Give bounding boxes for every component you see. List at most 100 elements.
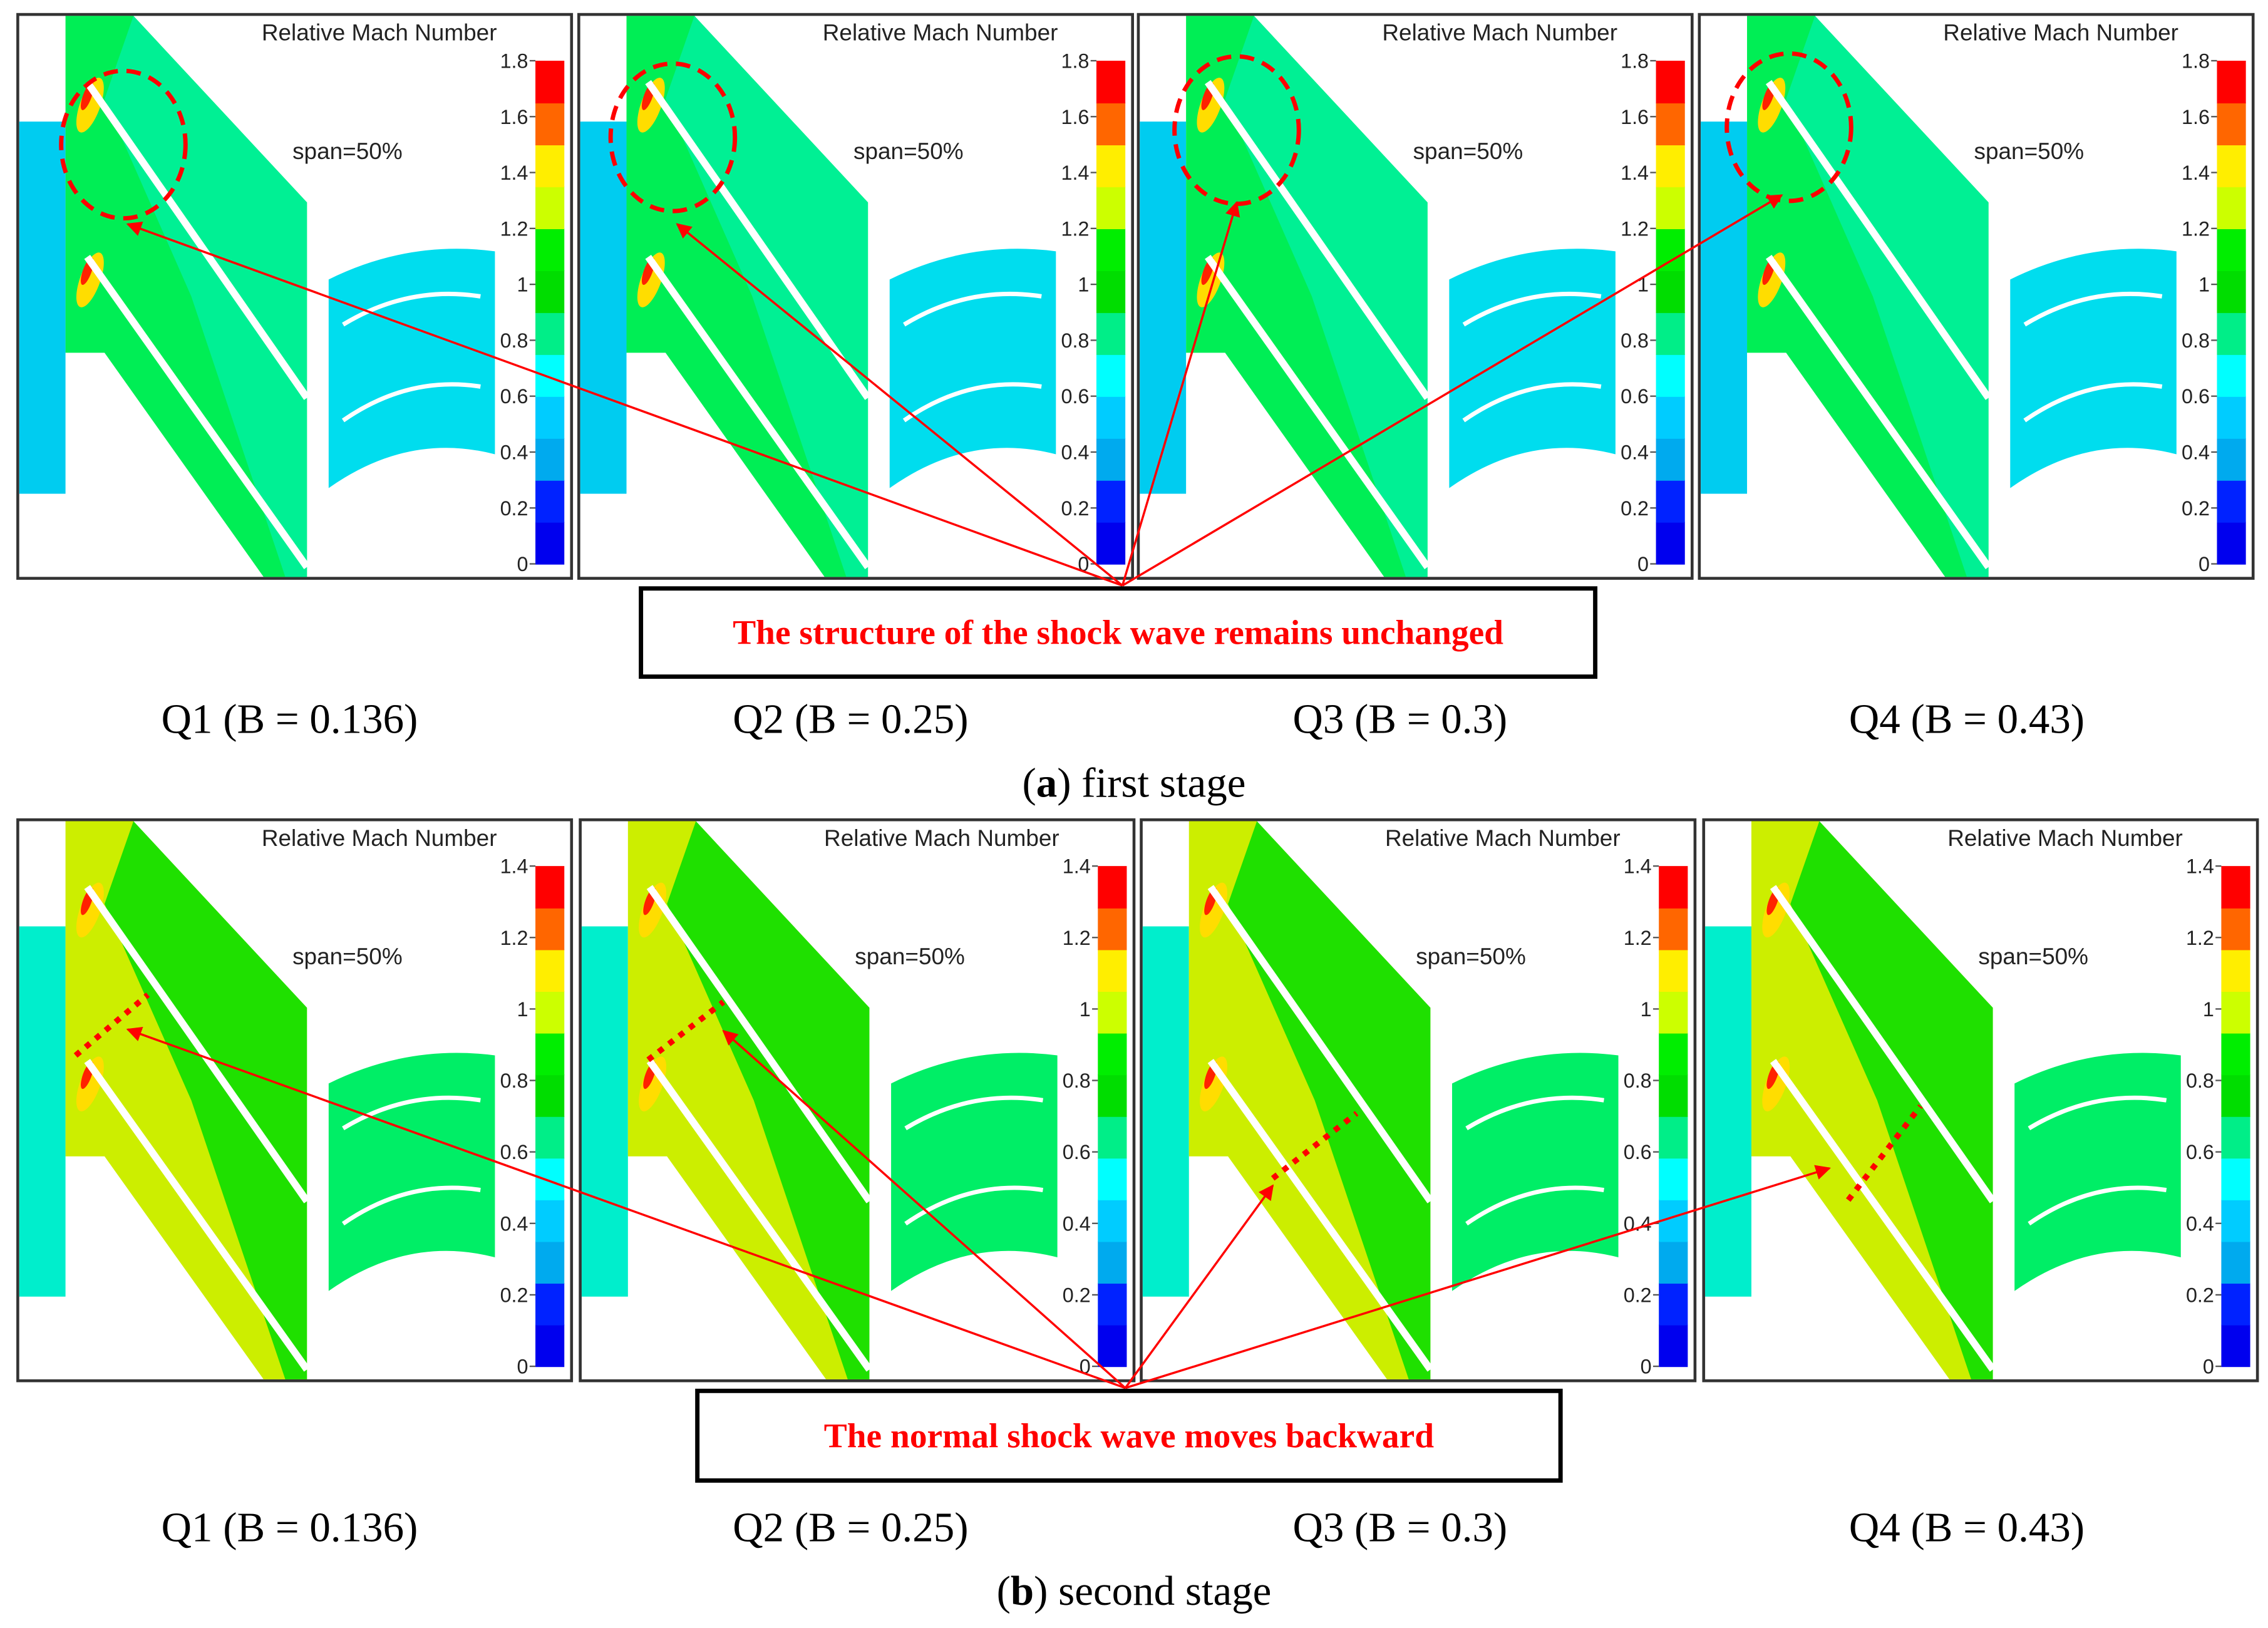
colorbar-tick-label: 0.6 xyxy=(1061,385,1089,408)
rotor-blade xyxy=(84,1059,310,1372)
colorbar-tick-label: 0.2 xyxy=(1061,497,1089,520)
colorbar-tick-label: 1.2 xyxy=(1063,927,1091,949)
rotor-passage-shade xyxy=(104,16,307,577)
colorbar-title: Relative Mach Number xyxy=(262,20,497,46)
normal-shock-dotted-line xyxy=(646,999,726,1063)
colorbar-band xyxy=(2217,480,2246,523)
colorbar-band xyxy=(2221,1282,2250,1326)
annotation-arrow xyxy=(126,1027,1126,1389)
colorbar-band xyxy=(2221,991,2250,1034)
colorbar-tick-label: 1.4 xyxy=(1621,162,1649,184)
colorbar-band xyxy=(1096,144,1126,188)
inlet-region xyxy=(581,926,628,1297)
colorbar-band xyxy=(535,991,565,1034)
colorbar-tick-label: 0 xyxy=(2203,1356,2214,1378)
colorbar-tick-label: 0.4 xyxy=(1061,441,1089,464)
colorbar-band xyxy=(1656,144,1685,188)
caption-letter: a xyxy=(1036,760,1057,806)
colorbar-tick-label: 1.8 xyxy=(1621,50,1649,73)
colorbar-band xyxy=(2221,1324,2250,1368)
rotor-blade xyxy=(84,885,310,1203)
normal-shock-dotted-line xyxy=(73,992,150,1058)
colorbar-tick-label: 1.4 xyxy=(2186,855,2214,878)
colorbar-tick-label: 1 xyxy=(1078,274,1089,296)
colorbar-band xyxy=(1098,1033,1127,1076)
colorbar-band xyxy=(1098,866,1127,909)
colorbar-tick-label: 1.4 xyxy=(1624,855,1652,878)
shock-region-circle xyxy=(59,68,188,221)
colorbar-band xyxy=(2217,312,2246,355)
stator-blade xyxy=(341,382,481,423)
colorbar-band xyxy=(1096,270,1126,313)
annotation-arrow xyxy=(1121,200,1240,586)
callout-text: The normal shock wave moves backward xyxy=(824,1416,1434,1455)
rotor-blade xyxy=(1770,885,1996,1203)
colorbar-band xyxy=(1656,480,1685,523)
colorbar-band xyxy=(1098,1116,1127,1159)
stator-blade xyxy=(2028,1095,2167,1130)
panel-caption: Q3 (B = 0.3) xyxy=(1292,1504,1507,1550)
colorbar-band xyxy=(1098,1158,1127,1200)
rotor-passage-shade xyxy=(1790,821,1993,1379)
rotor-blade xyxy=(1770,1059,1996,1372)
colorbar-tick-label: 1.2 xyxy=(500,217,528,240)
rotor-passage-shade xyxy=(1228,821,1431,1379)
colorbar-tick-label: 0.6 xyxy=(500,385,528,408)
colorbar-tick-label: 0.4 xyxy=(2186,1212,2214,1235)
colorbar-tick-label: 1.6 xyxy=(500,106,528,128)
contour-panel: Relative Mach Number span=50% 1.8 1.6 1.4 1.2… xyxy=(577,13,1134,580)
colorbar-tick-label: 0.2 xyxy=(2186,1284,2214,1306)
colorbar-band xyxy=(1659,866,1688,909)
span-label: span=50% xyxy=(292,944,403,969)
colorbar-tick-label: 1.2 xyxy=(1621,217,1649,240)
colorbar-tick-label: 0 xyxy=(517,553,528,575)
colorbar-band xyxy=(2221,866,2250,909)
inlet-region xyxy=(1140,121,1187,494)
stage-b: Relative Mach Number span=50% 1.4 1.2 1 0.8 0.… xyxy=(16,818,2259,1614)
colorbar-title: Relative Mach Number xyxy=(1385,825,1621,851)
panel-caption: Q1 (B = 0.136) xyxy=(162,696,418,743)
caption-paren: ( xyxy=(997,1568,1011,1614)
colorbar-band xyxy=(2221,1199,2250,1242)
stator-blade xyxy=(342,1095,481,1130)
colorbar-tick-label: 0.4 xyxy=(500,441,528,464)
colorbar-tick-label: 1 xyxy=(2203,998,2214,1021)
colorbar-band xyxy=(535,1282,565,1326)
colorbar-tick-label: 0.8 xyxy=(2186,1069,2214,1092)
stage-caption: (b) second stage xyxy=(997,1568,1272,1614)
stator-blade xyxy=(1465,1185,1604,1226)
colorbar-band xyxy=(2217,270,2246,313)
colorbar-band xyxy=(535,907,565,951)
colorbar-band xyxy=(535,522,565,565)
colorbar-band xyxy=(2217,438,2246,481)
colorbar-tick-label: 0.8 xyxy=(1063,1069,1091,1092)
contour-panel: Relative Mach Number span=50% 1.4 1.2 1 0.8 0.… xyxy=(16,818,574,1383)
colorbar-band xyxy=(535,396,565,439)
rotor-blade xyxy=(1207,1059,1434,1372)
colorbar-band xyxy=(1098,949,1127,992)
rotor-blade xyxy=(1207,885,1434,1203)
annotation-arrow xyxy=(676,223,1123,587)
colorbar-band xyxy=(1659,1033,1688,1076)
colorbar-tick-label: 0.6 xyxy=(500,1141,528,1163)
caption-text: first stage xyxy=(1071,760,1246,806)
stator-blade xyxy=(902,382,1042,423)
rotor-blade xyxy=(645,80,871,400)
colorbar-band xyxy=(1656,186,1685,229)
rotor-blade xyxy=(646,885,873,1203)
colorbar-tick-label: 1.2 xyxy=(500,927,528,949)
callout-text: The structure of the shock wave remains … xyxy=(733,614,1503,652)
span-label: span=50% xyxy=(1978,944,2088,969)
colorbar-tick-label: 0.2 xyxy=(1063,1284,1091,1306)
colorbar-tick-label: 1.8 xyxy=(2182,50,2210,73)
annotation-arrow xyxy=(1121,194,1783,587)
colorbar-band xyxy=(535,949,565,992)
colorbar-band xyxy=(1656,102,1685,146)
rotor-passage-shade xyxy=(1786,16,1989,577)
colorbar-band xyxy=(1659,1282,1688,1326)
colorbar-band xyxy=(1659,1324,1688,1368)
colorbar-tick-label: 0.4 xyxy=(500,1212,528,1235)
colorbar-band xyxy=(1098,1241,1127,1284)
contour-panel: Relative Mach Number span=50% 1.8 1.6 1.4 1.2… xyxy=(16,13,574,580)
